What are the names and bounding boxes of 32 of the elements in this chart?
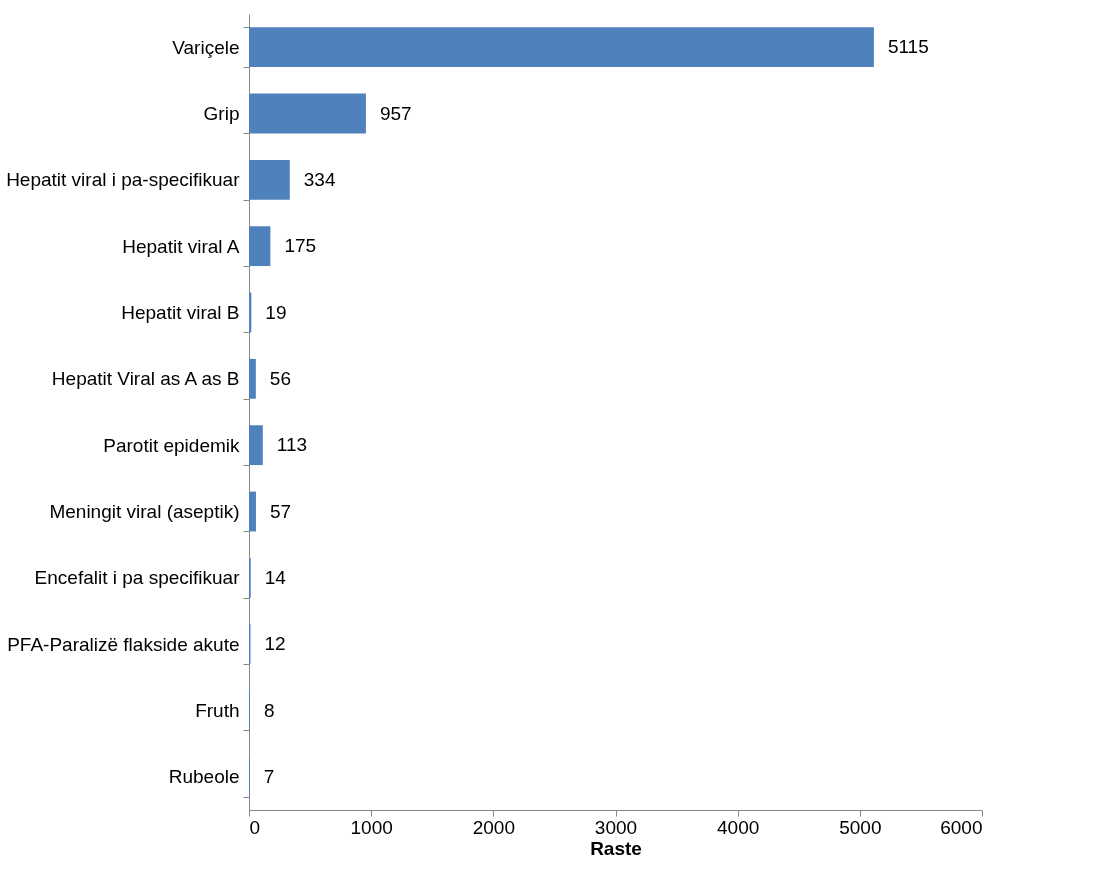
y-tick-label: Meningit viral (aseptik)	[49, 501, 240, 522]
data-label: 57	[269, 500, 292, 522]
y-tick-label: Encefalit i pa specifikuar	[34, 567, 241, 589]
data-label: 175	[284, 235, 317, 257]
data-label: 334	[303, 168, 336, 190]
x-tick-label: 6000	[940, 816, 983, 838]
x-tick-label: 3000	[594, 816, 638, 838]
data-label: 12	[264, 633, 286, 655]
y-tick-label: Hepatit viral A	[122, 235, 240, 257]
data-label: 7	[263, 765, 275, 787]
x-axis-title: Raste	[590, 837, 642, 859]
y-tick-label: Hepatit viral i pa-specifikuar	[6, 169, 241, 191]
data-label: 56	[269, 367, 291, 389]
y-tick-label: Rubeole	[168, 766, 240, 788]
y-tick-label: Variçele	[172, 36, 240, 58]
y-tick-label: Hepatit viral B	[121, 302, 240, 323]
y-tick-label: PFA-Paralizë flakside akute	[7, 633, 240, 655]
y-tick-label: Hepatit Viral as A as B	[51, 368, 240, 390]
x-tick-label: 2000	[472, 816, 515, 838]
x-tick-label: 5000	[839, 816, 882, 838]
data-label: 957	[379, 102, 412, 124]
y-tick-label: Fruth	[195, 700, 240, 721]
data-label: 113	[276, 434, 308, 456]
data-label: 19	[265, 301, 287, 323]
data-label: 5115	[887, 36, 929, 58]
data-label: 8	[263, 699, 275, 721]
data-label: 14	[264, 566, 287, 588]
y-tick-label: Grip	[203, 103, 240, 124]
x-tick-label: 0	[249, 816, 261, 838]
x-tick-label: 4000	[717, 816, 760, 838]
x-tick-label: 1000	[350, 816, 393, 838]
y-tick-label: Parotit epidemik	[103, 434, 240, 456]
